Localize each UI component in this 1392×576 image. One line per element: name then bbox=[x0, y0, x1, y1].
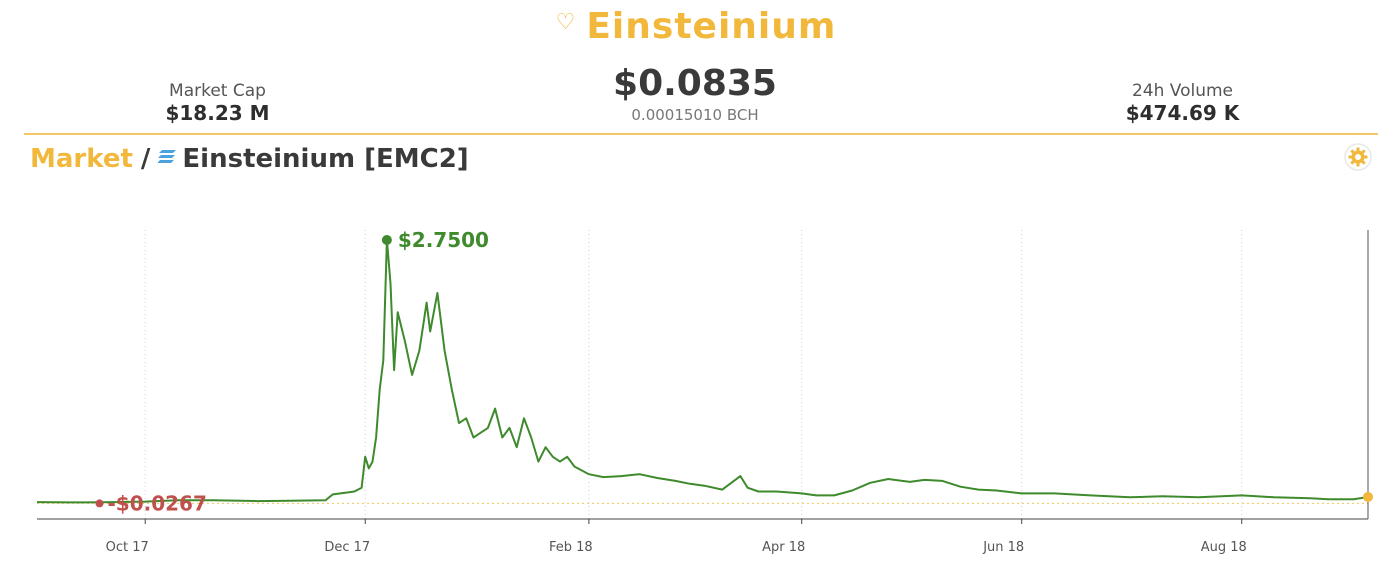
price-line bbox=[36, 239, 1369, 504]
market-cap-stat: Market Cap $18.23 M bbox=[130, 81, 305, 125]
chart-markers: $2.7500 -$0.0267 bbox=[95, 228, 1373, 515]
volume-value: $474.69 K bbox=[1125, 101, 1240, 125]
x-tick-label: Apr 18 bbox=[762, 540, 805, 555]
heart-outline-icon[interactable]: ♡ bbox=[555, 9, 577, 35]
market-cap-value: $18.23 M bbox=[165, 101, 270, 125]
chart-series bbox=[36, 239, 1369, 504]
coin-name: Einsteinium bbox=[586, 6, 837, 47]
chart-grid bbox=[37, 230, 1368, 519]
volume-label: 24h Volume bbox=[1131, 81, 1234, 101]
min-price-label: -$0.0267 bbox=[107, 491, 206, 515]
x-tick-label: Jun 18 bbox=[982, 540, 1024, 555]
coin-title-bar: ♡ Einsteinium bbox=[0, 6, 1392, 47]
einsteinium-logo-icon bbox=[158, 149, 177, 163]
min-point-marker bbox=[95, 499, 104, 508]
x-tick-label: Feb 18 bbox=[549, 540, 593, 555]
volume-stat: 24h Volume $474.69 K bbox=[1090, 81, 1275, 125]
gear-icon[interactable] bbox=[1344, 143, 1372, 171]
market-cap-label: Market Cap bbox=[169, 81, 266, 101]
x-tick-label: Dec 17 bbox=[324, 540, 370, 555]
x-tick-label: Aug 18 bbox=[1201, 540, 1247, 555]
max-price-label: $2.7500 bbox=[398, 228, 489, 252]
breadcrumb-separator: / bbox=[140, 144, 151, 174]
price-in-bch: 0.00015010 BCH bbox=[631, 106, 759, 124]
price-stat: $0.0835 0.00015010 BCH bbox=[560, 62, 830, 124]
breadcrumb: Market / Einsteinium [EMC2] bbox=[30, 143, 469, 175]
max-point-marker bbox=[381, 235, 392, 245]
x-tick-label: Oct 17 bbox=[106, 540, 149, 555]
breadcrumb-market-link[interactable]: Market bbox=[30, 144, 133, 174]
breadcrumb-coin: Einsteinium [EMC2] bbox=[182, 144, 469, 174]
current-point-marker bbox=[1363, 491, 1373, 502]
header-divider bbox=[24, 133, 1378, 135]
current-price: $0.0835 bbox=[613, 63, 777, 104]
chart-x-axis: Oct 17 Dec 17 Feb 18 Apr 18 Jun 18 Aug 18 bbox=[37, 230, 1369, 555]
